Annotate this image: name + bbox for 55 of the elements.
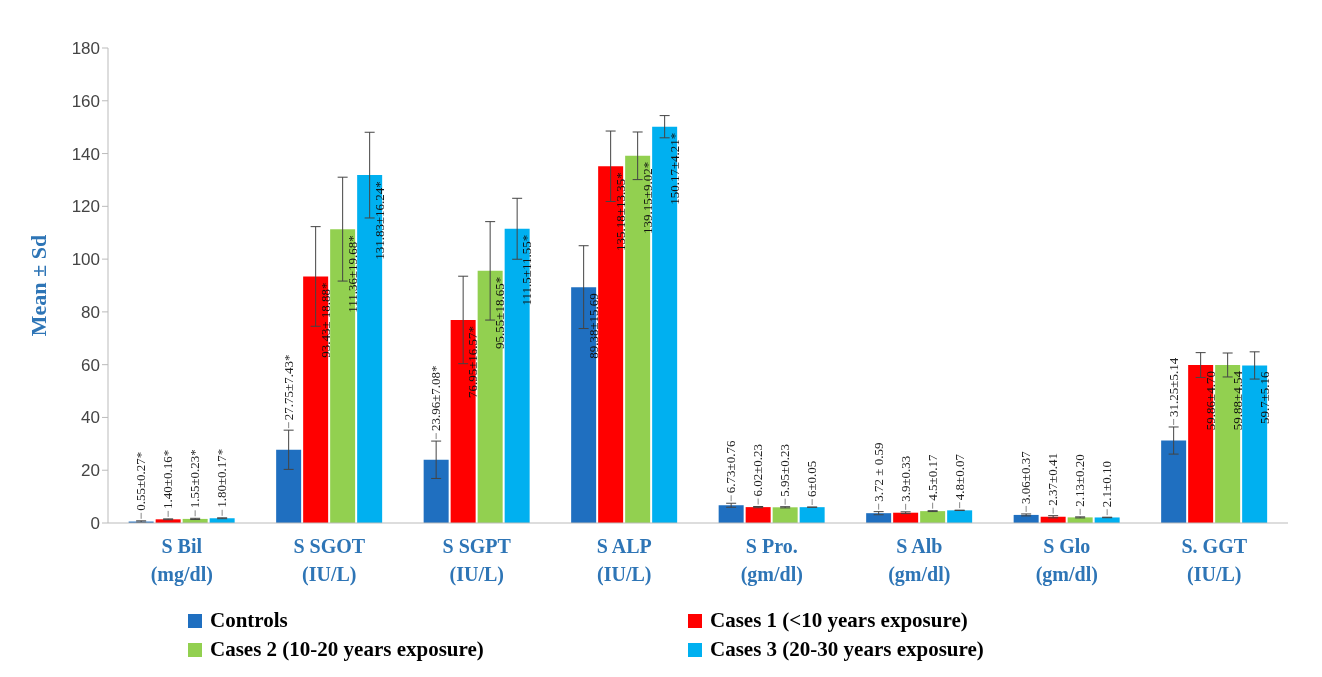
data-label: 2.37±0.41: [1045, 453, 1061, 506]
legend-label: Cases 3 (20-30 years exposure): [710, 637, 984, 662]
y-tick-label: 100: [71, 250, 100, 270]
y-tick-label: 140: [71, 144, 100, 164]
y-tick-label: 60: [81, 355, 100, 375]
data-label: 1.40±0.16*: [160, 449, 176, 509]
y-tick-label: 20: [81, 461, 100, 481]
data-label: 2.1±0.10: [1099, 461, 1115, 508]
y-tick-label: 160: [71, 91, 100, 111]
data-label: 0.55±0.27*: [133, 451, 149, 511]
data-label: 23.96±7.08*: [428, 365, 444, 432]
data-label: 31.25±5.14: [1165, 357, 1181, 417]
data-label: 131.83±16.24*: [371, 181, 387, 260]
legend-label: Cases 1 (<10 years exposure): [710, 608, 968, 633]
data-label: 59.7±5.16: [1256, 370, 1272, 425]
data-label: 76.95±16.57*: [465, 325, 481, 399]
data-label: 1.55±0.23*: [187, 449, 203, 509]
data-label: 6.73±0.76: [723, 440, 739, 494]
data-label: 2.13±0.20: [1072, 454, 1088, 507]
x-tick-label: S Glo (gm/dl): [1035, 535, 1098, 586]
data-label: 135.18±13.35*: [612, 172, 628, 251]
x-tick-label: S SGPT (IU/L): [442, 535, 512, 586]
x-tick-label: S Pro. (gm/dl): [740, 535, 803, 586]
data-label: 4.8±0.07: [951, 453, 967, 501]
data-label: 3.06±0.37: [1018, 450, 1034, 504]
data-label: 6±0.05: [804, 460, 820, 498]
x-tick-label: S ALP (IU/L): [596, 535, 652, 586]
data-label: 150.17±4.21*: [666, 132, 682, 205]
data-label: 4.5±0.17: [924, 454, 940, 501]
y-tick-label: 0: [90, 514, 100, 534]
data-label: 59.86±4.70: [1202, 371, 1218, 431]
x-tick-label: S Alb (gm/dl): [888, 535, 951, 586]
x-tick-label: S SGOT (IU/L): [293, 535, 366, 586]
y-tick-label: 120: [71, 197, 100, 217]
data-label: 93.43± 18.88*: [317, 282, 333, 358]
data-label: 89.38±15.69: [585, 293, 601, 359]
data-label: 1.80±0.17*: [214, 448, 230, 508]
y-axis-title: Mean ± Sd: [25, 234, 51, 337]
data-label: 3.9±0.33: [897, 455, 913, 502]
x-tick-label: S Bil (mg/dl): [150, 535, 213, 586]
data-label: 3.72 ± 0.59: [870, 442, 886, 502]
data-label: 111.5±11.55*: [519, 234, 535, 306]
legend-label: Cases 2 (10-20 years exposure): [210, 637, 484, 662]
y-tick-label: 40: [81, 408, 100, 428]
data-label: 95.55±18.65*: [492, 276, 508, 349]
data-label: 6.02±0.23: [750, 443, 766, 497]
x-tick-label: S. GGT (IU/L): [1181, 535, 1248, 586]
y-tick-label: 180: [71, 39, 100, 59]
data-label: 139.15±9.02*: [639, 161, 655, 234]
data-label: 59.88±4.54: [1229, 370, 1245, 431]
data-label: 27.75±7.43*: [280, 354, 296, 421]
legend-label: Controls: [210, 608, 288, 633]
y-tick-label: 80: [81, 302, 100, 322]
data-label: 5.95±0.23: [777, 444, 793, 497]
data-label: 111.36±19.68*: [344, 235, 360, 313]
